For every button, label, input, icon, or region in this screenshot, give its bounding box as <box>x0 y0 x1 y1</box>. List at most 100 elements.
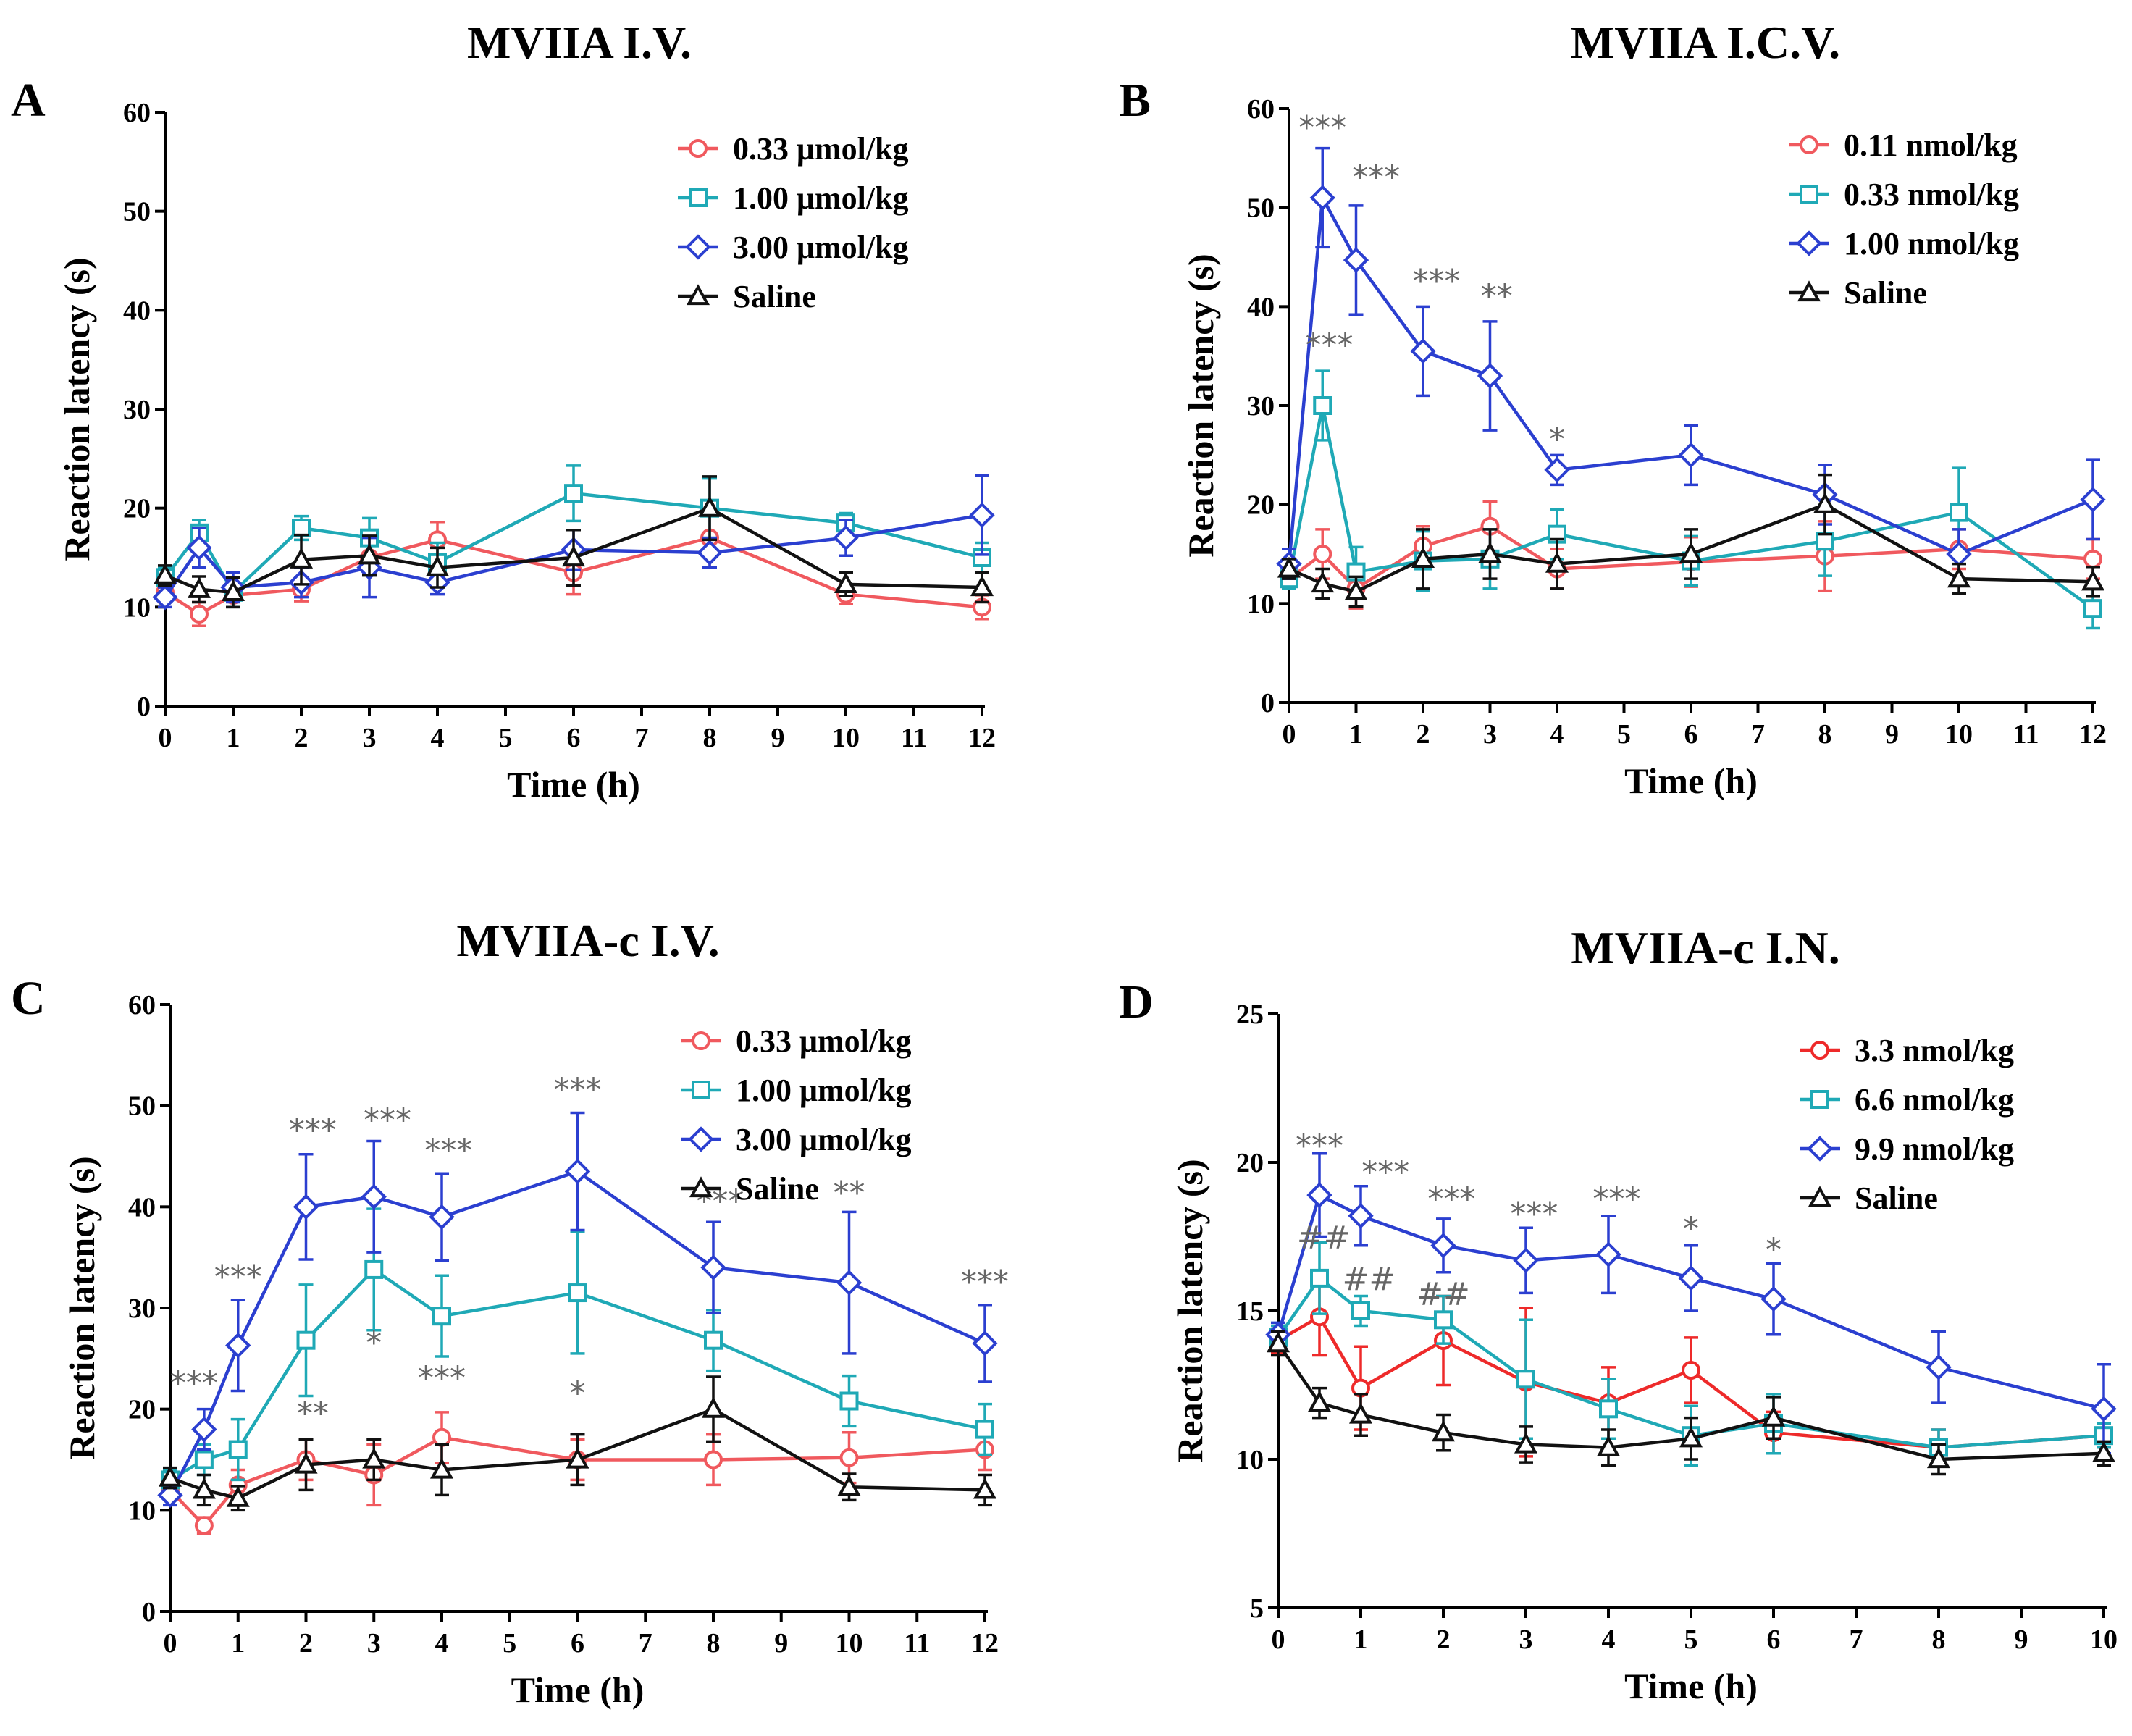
legend-marker <box>1808 1186 1832 1207</box>
data-point <box>566 1447 589 1469</box>
data-point <box>1599 1399 1618 1419</box>
y-tick-label: 30 <box>128 1293 156 1324</box>
y-tick-label: 50 <box>123 197 151 227</box>
x-tick-label: 6 <box>1684 719 1698 750</box>
data-point <box>837 1475 861 1496</box>
significance-label: *** <box>214 1259 262 1296</box>
significance-label: ## <box>1417 1276 1470 1313</box>
x-tick-label: 8 <box>1932 1624 1946 1655</box>
x-axis-label: Time (h) <box>1624 1666 1758 1706</box>
legend-label: 3.00 μmol/kg <box>733 230 909 265</box>
data-point <box>1516 1370 1535 1389</box>
data-point <box>225 1332 251 1359</box>
significance-label: * <box>570 1375 586 1412</box>
series-line <box>169 1407 986 1500</box>
y-tick-label: 25 <box>1236 999 1264 1030</box>
data-point <box>700 1254 726 1280</box>
data-point <box>1595 1241 1621 1267</box>
y-tick-label: 40 <box>1247 292 1275 322</box>
data-point <box>194 1450 214 1469</box>
chart-panel-b: MVIIA I.C.V.B0 1 2 3 4 5 6 7 8 9 10 11 1201020304050… <box>1119 17 2107 801</box>
legend-label: Saline <box>733 279 816 314</box>
significance-label: ## <box>1343 1261 1396 1298</box>
x-tick-label: 3 <box>367 1628 381 1659</box>
legend-marker <box>689 1176 713 1198</box>
data-point <box>186 534 212 561</box>
x-tick-label: 11 <box>901 723 927 753</box>
data-point <box>1343 247 1369 273</box>
chart-title: MVIIA I.V. <box>467 17 692 68</box>
data-point <box>425 555 450 576</box>
data-point <box>1309 185 1335 211</box>
data-point <box>2080 487 2106 513</box>
legend-marker <box>1807 1136 1833 1162</box>
data-point <box>1348 1203 1374 1229</box>
panel-letter: C <box>11 972 46 1025</box>
series-line <box>169 1169 986 1496</box>
data-point <box>1431 1420 1456 1442</box>
significance-label: *** <box>364 1102 411 1139</box>
data-point <box>1682 1361 1700 1380</box>
legend-marker <box>689 139 708 158</box>
data-point <box>1950 503 1968 522</box>
data-point <box>564 1158 591 1185</box>
x-tick-label: 10 <box>2090 1624 2118 1655</box>
significance-label: *** <box>1427 1181 1475 1218</box>
x-tick-label: 9 <box>774 1628 788 1659</box>
x-tick-label: 10 <box>836 1628 863 1659</box>
chart-title: MVIIA-c I.V. <box>456 915 719 966</box>
significance-label: * <box>1549 422 1565 458</box>
data-point <box>1761 1405 1786 1427</box>
legend-marker <box>1797 280 1821 302</box>
x-tick-label: 2 <box>299 1628 313 1659</box>
y-axis-label: Reaction latency (s) <box>1180 253 1221 557</box>
data-point <box>1434 1310 1453 1330</box>
chart-panel-d: MVIIA-c I.N. D 0 1 2 3 4 5 6 7 8 9 10 5 10 15 20 25 Time (… <box>1119 922 2118 1706</box>
data-point <box>294 1452 318 1474</box>
x-tick-label: 11 <box>2013 719 2039 750</box>
data-point <box>429 1204 455 1230</box>
data-point <box>191 1416 217 1443</box>
series-3 <box>158 1375 997 1512</box>
x-tick-label: 6 <box>571 1628 584 1659</box>
y-tick-label: 15 <box>1236 1296 1264 1327</box>
data-point <box>836 1270 863 1296</box>
y-tick-label: 60 <box>128 990 156 1020</box>
x-tick-label: 3 <box>1483 719 1497 750</box>
x-tick-label: 3 <box>363 723 377 753</box>
data-point <box>1545 551 1569 573</box>
legend: 0.33 μmol/kg 1.00 μmol/kg 3.00 μmol/kg Sali… <box>678 131 909 314</box>
x-tick-label: 4 <box>431 723 445 753</box>
data-point <box>1410 338 1436 364</box>
data-point <box>1430 1233 1456 1259</box>
series-line <box>169 1435 986 1528</box>
x-tick-label: 3 <box>1519 1624 1533 1655</box>
x-tick-label: 9 <box>771 723 785 753</box>
data-point <box>1544 457 1570 483</box>
y-tick-label: 20 <box>1236 1148 1264 1178</box>
significance-label: *** <box>1592 1181 1640 1218</box>
legend-label: 9.9 nmol/kg <box>1855 1131 2014 1167</box>
data-point <box>1351 1301 1370 1320</box>
x-tick-label: 10 <box>1945 719 1973 750</box>
y-tick-label: 10 <box>1247 589 1275 619</box>
x-tick-label: 2 <box>1417 719 1430 750</box>
legend-marker <box>692 1081 710 1099</box>
data-point <box>1306 1182 1332 1208</box>
data-point <box>1313 545 1332 563</box>
legend-label: 0.11 nmol/kg <box>1844 127 2018 163</box>
data-point <box>1760 1286 1787 1312</box>
data-point <box>834 572 858 594</box>
series-3 <box>153 475 994 609</box>
series-line <box>1277 1275 2104 1449</box>
series-line <box>1288 503 2094 594</box>
series-1 <box>1280 369 2102 630</box>
x-tick-label: 4 <box>435 1628 449 1659</box>
data-point <box>1679 1426 1703 1448</box>
legend-marker <box>1800 185 1818 204</box>
series-line <box>1287 192 2094 564</box>
data-point <box>704 1450 723 1469</box>
legend-marker <box>1796 230 1822 256</box>
y-tick-label: 5 <box>1250 1593 1264 1624</box>
significance-label: *** <box>554 1072 602 1109</box>
